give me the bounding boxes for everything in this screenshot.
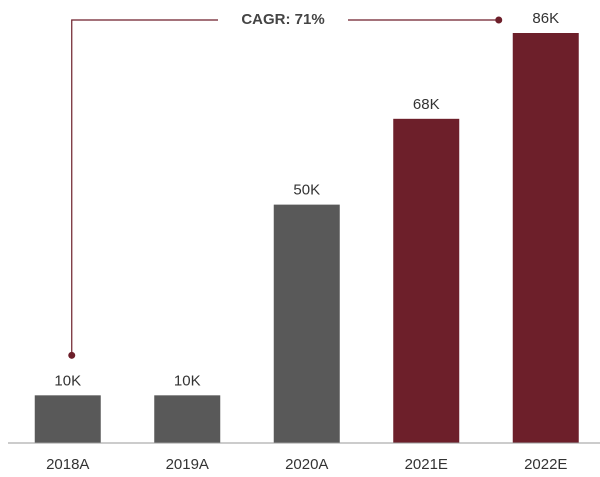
value-label: 50K xyxy=(293,182,320,199)
value-label: 68K xyxy=(413,96,440,113)
bar xyxy=(34,395,101,443)
x-tick-label: 2022E xyxy=(524,456,567,473)
bar xyxy=(273,204,340,443)
value-label: 10K xyxy=(54,372,81,389)
bar xyxy=(512,33,579,443)
x-tick-label: 2021E xyxy=(405,456,448,473)
x-tick-label: 2019A xyxy=(166,456,209,473)
value-label: 86K xyxy=(532,10,559,27)
x-tick-label: 2020A xyxy=(285,456,328,473)
bar xyxy=(154,395,221,443)
value-label: 10K xyxy=(174,372,201,389)
bar xyxy=(393,118,460,443)
cagr-annotation: CAGR: 71% xyxy=(241,11,324,28)
cagr-dot xyxy=(68,351,76,359)
cagr-dot xyxy=(495,16,503,24)
cagr-connector xyxy=(71,19,499,356)
x-tick-label: 2018A xyxy=(46,456,89,473)
